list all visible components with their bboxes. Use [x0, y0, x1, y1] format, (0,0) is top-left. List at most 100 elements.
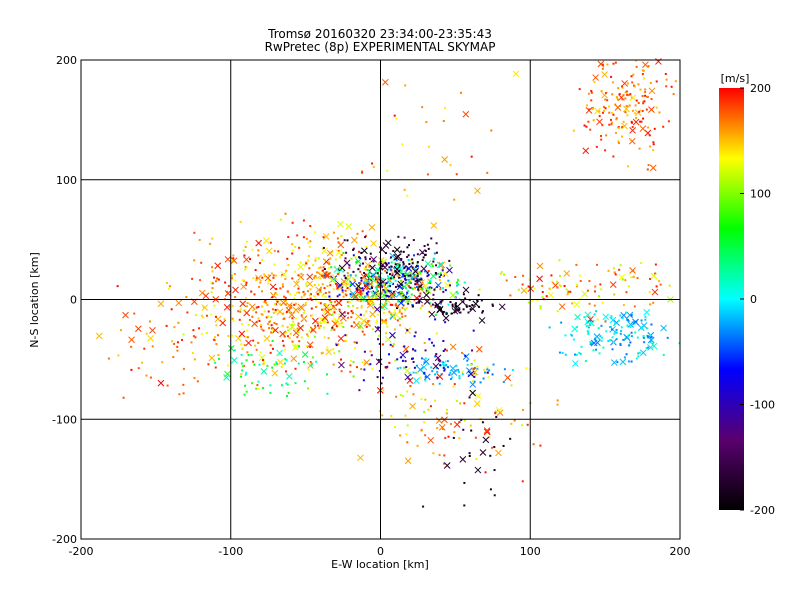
- scatter-point-dot: [231, 317, 234, 320]
- scatter-point-dot: [614, 273, 617, 276]
- scatter-point-dot: [642, 117, 645, 120]
- scatter-point-cross: [377, 257, 385, 264]
- scatter-point-dot: [430, 237, 433, 240]
- scatter-point-dot: [313, 335, 316, 338]
- scatter-point-dot: [532, 443, 535, 446]
- scatter-point-dot: [397, 235, 400, 238]
- scatter-point-dot: [171, 340, 174, 343]
- scatter-point-dot: [626, 319, 629, 322]
- scatter-point-dot: [396, 358, 399, 361]
- scatter-point-dot: [634, 331, 637, 334]
- scatter-point-cross: [650, 272, 658, 280]
- scatter-point-cross: [198, 289, 206, 297]
- scatter-point-dot: [455, 281, 458, 284]
- scatter-point-dot: [644, 318, 647, 321]
- scatter-point-cross: [272, 326, 279, 334]
- scatter-point-dot: [431, 370, 434, 373]
- scatter-point-dot: [640, 319, 643, 322]
- scatter-point-dot: [346, 300, 349, 303]
- scatter-point-dot: [416, 281, 419, 284]
- scatter-point-dot: [177, 321, 180, 324]
- scatter-point-cross: [496, 409, 504, 417]
- scatter-point-dot: [354, 255, 357, 258]
- scatter-point-dot: [642, 335, 645, 338]
- scatter-point-dot: [556, 310, 559, 313]
- scatter-point-dot: [369, 363, 372, 366]
- scatter-point-dot: [332, 312, 335, 315]
- scatter-point-dot: [631, 81, 634, 84]
- scatter-point-cross: [632, 318, 639, 326]
- scatter-point-dot: [457, 283, 460, 286]
- scatter-point-cross: [263, 335, 271, 342]
- y-tick-label: 0: [70, 294, 77, 307]
- scatter-point-dot: [363, 362, 366, 365]
- scatter-point-dot: [377, 285, 380, 288]
- scatter-point-dot: [638, 351, 641, 354]
- scatter-point-dot: [487, 376, 490, 379]
- scatter-point-dot: [393, 328, 396, 331]
- scatter-point-cross: [483, 427, 491, 434]
- scatter-point-dot: [652, 143, 655, 146]
- scatter-point-dot: [258, 363, 261, 366]
- scatter-point-dot: [389, 277, 392, 280]
- scatter-point-dot: [409, 272, 412, 275]
- scatter-point-dot: [435, 251, 438, 254]
- scatter-point-dot: [259, 325, 262, 328]
- scatter-point-dot: [398, 276, 401, 279]
- scatter-point-dot: [396, 367, 399, 370]
- scatter-point-dot: [447, 366, 450, 369]
- scatter-point-dot: [218, 357, 221, 360]
- scatter-point-dot: [442, 120, 445, 123]
- scatter-point-dot: [405, 366, 408, 369]
- scatter-point-dot: [272, 276, 275, 279]
- scatter-point-dot: [346, 239, 349, 242]
- scatter-point-cross: [360, 295, 368, 302]
- scatter-point-dot: [451, 376, 454, 379]
- scatter-point-dot: [307, 259, 310, 262]
- scatter-point-dot: [617, 140, 620, 143]
- scatter-point-dot: [558, 284, 561, 287]
- scatter-point-dot: [268, 320, 271, 323]
- scatter-point-dot: [359, 296, 362, 299]
- scatter-point-dot: [269, 351, 272, 354]
- scatter-point-dot: [391, 345, 394, 348]
- scatter-point-dot: [407, 244, 410, 247]
- scatter-point-dot: [400, 269, 403, 272]
- scatter-point-dot: [405, 283, 408, 286]
- scatter-point-dot: [314, 257, 317, 260]
- scatter-point-dot: [622, 304, 625, 307]
- scatter-point-dot: [376, 376, 379, 379]
- scatter-point-dot: [305, 262, 308, 265]
- scatter-point-cross: [369, 310, 376, 318]
- scatter-point-dot: [486, 371, 489, 374]
- scatter-point-dot: [449, 264, 452, 267]
- scatter-point-dot: [304, 304, 307, 307]
- scatter-point-dot: [407, 286, 410, 289]
- scatter-point-dot: [340, 235, 343, 238]
- scatter-point-dot: [558, 351, 561, 354]
- scatter-point-dot: [345, 251, 348, 254]
- scatter-point-dot: [368, 265, 371, 268]
- scatter-point-dot: [455, 173, 458, 176]
- scatter-point-dot: [385, 262, 388, 265]
- scatter-point-dot: [619, 343, 622, 346]
- scatter-point-dot: [291, 221, 294, 224]
- scatter-point-dot: [440, 300, 443, 303]
- scatter-point-dot: [473, 380, 476, 383]
- scatter-point-dot: [274, 292, 277, 295]
- scatter-point-cross: [573, 301, 581, 308]
- scatter-point-dot: [378, 296, 381, 299]
- scatter-point-dot: [133, 312, 136, 315]
- scatter-point-dot: [388, 353, 391, 356]
- scatter-point-dot: [282, 312, 285, 315]
- scatter-point-dot: [374, 297, 377, 300]
- scatter-point-dot: [151, 345, 154, 348]
- scatter-point-dot: [376, 286, 379, 289]
- scatter-point-dot: [601, 111, 604, 114]
- scatter-point-dot: [272, 274, 275, 277]
- scatter-point-dot: [627, 335, 630, 338]
- scatter-point-dot: [625, 291, 628, 294]
- scatter-point-dot: [468, 396, 471, 399]
- scatter-point-dot: [583, 124, 586, 127]
- scatter-point-dot: [370, 286, 373, 289]
